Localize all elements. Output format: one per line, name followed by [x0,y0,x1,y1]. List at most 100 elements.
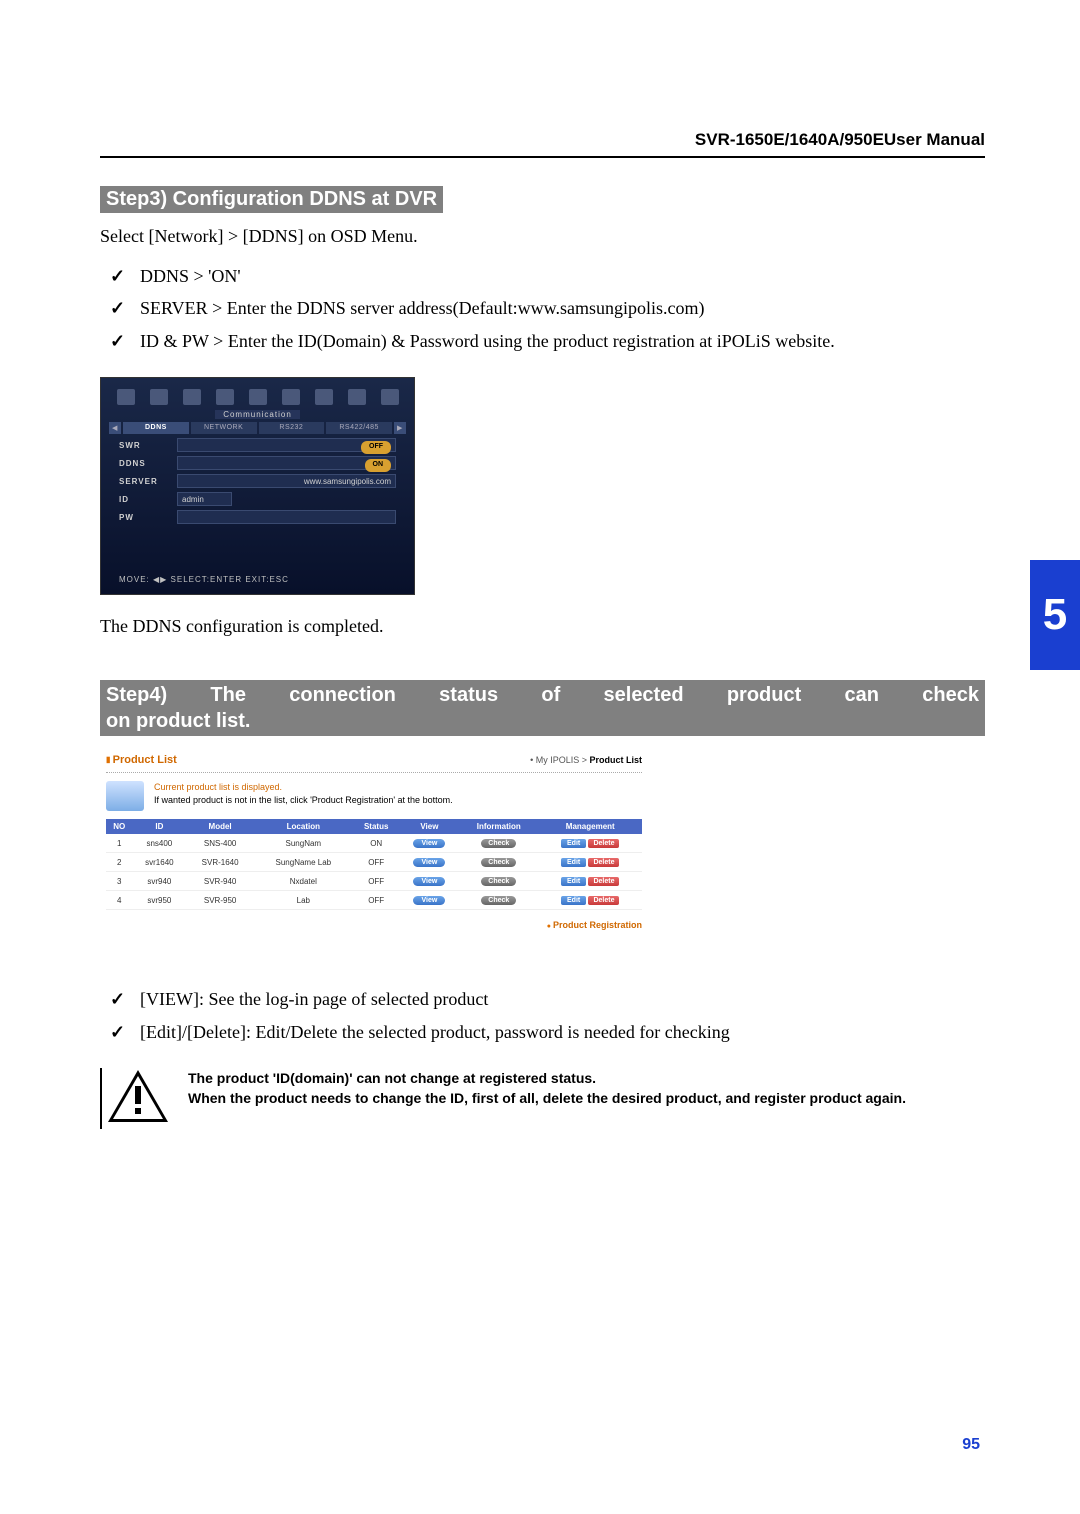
cell-location: Lab [254,891,353,910]
step3-bullet: SERVER > Enter the DDNS server address(D… [140,292,985,324]
osd-footer-hint: MOVE: ◀▶ SELECT:ENTER EXIT:ESC [119,575,289,584]
cell-no: 2 [106,853,132,872]
warning-text: The product 'ID(domain)' can not change … [188,1068,906,1109]
osd-tab: RS422/485 [326,422,392,434]
page-number: 95 [962,1436,980,1454]
osd-field-label: PW [119,513,177,522]
osd-tab: DDNS [123,422,189,434]
table-row: 2svr1640SVR-1640SungName LabOFFViewCheck… [106,853,642,872]
cell-location: SungName Lab [254,853,353,872]
step3-heading: Step3) Configuration DDNS at DVR [100,186,443,213]
table-row: 3svr940SVR-940NxdatelOFFViewCheckEdit De… [106,872,642,891]
osd-row-ddns: DDNS ON [119,456,396,470]
edit-button[interactable]: Edit [561,877,586,886]
delete-button[interactable]: Delete [588,858,619,867]
cell-location: Nxdatel [254,872,353,891]
osd-field-label: SWR [119,441,177,450]
cell-location: SungNam [254,834,353,853]
view-button[interactable]: View [413,896,445,905]
pl-desc-line2: If wanted product is not in the list, cl… [154,794,453,807]
edit-button[interactable]: Edit [561,839,586,848]
osd-pill: OFF [361,441,391,454]
step4-bullet: [VIEW]: See the log-in page of selected … [140,983,985,1015]
product-registration-link[interactable]: Product Registration [547,920,642,930]
osd-icon-bar [109,386,406,408]
osd-icon [249,389,267,405]
col-info: Information [459,819,538,834]
table-row: 4svr950SVR-950LabOFFViewCheckEdit Delete [106,891,642,910]
step3-bullet: ID & PW > Enter the ID(Domain) & Passwor… [140,325,985,357]
osd-row-server: SERVER www.samsungipolis.com [119,474,396,488]
osd-field-value: ON [177,456,396,470]
osd-icon [216,389,234,405]
cell-status: OFF [353,872,400,891]
osd-row-swr: SWR OFF [119,438,396,452]
check-button[interactable]: Check [481,839,516,848]
view-button[interactable]: View [413,839,445,848]
cell-no: 1 [106,834,132,853]
product-table: NO ID Model Location Status View Informa… [106,819,642,910]
product-list-title: Product List [106,754,177,766]
osd-icon [117,389,135,405]
cell-status: OFF [353,853,400,872]
cell-model: SVR-950 [186,891,254,910]
check-button[interactable]: Check [481,877,516,886]
osd-tab-arrow-right: ▶ [394,422,406,434]
manual-title: SVR-1650E/1640A/950EUser Manual [100,130,985,158]
pl-top-bar: Product List • My IPOLIS > Product List [106,754,642,766]
warning-line1: The product 'ID(domain)' can not change … [188,1068,906,1088]
osd-field-value: OFF [177,438,396,452]
osd-field-value: admin [177,492,232,506]
delete-button[interactable]: Delete [588,896,619,905]
view-button[interactable]: View [413,877,445,886]
osd-field-label: SERVER [119,477,177,486]
osd-tab-bar: ◀ DDNS NETWORK RS232 RS422/485 ▶ [109,422,406,434]
breadcrumb: • My IPOLIS > Product List [530,755,642,765]
osd-comm-label: Communication [215,410,300,419]
delete-button[interactable]: Delete [588,839,619,848]
step3-intro: Select [Network] > [DDNS] on OSD Menu. [100,223,985,250]
cell-status: ON [353,834,400,853]
cell-no: 3 [106,872,132,891]
step4-bullet: [Edit]/[Delete]: Edit/Delete the selecte… [140,1016,985,1048]
osd-icon [282,389,300,405]
breadcrumb-current: Product List [589,755,642,765]
osd-field-label: ID [119,495,177,504]
product-list-description: Current product list is displayed. If wa… [154,781,453,806]
cell-model: SVR-940 [186,872,254,891]
step3-completion: The DDNS configuration is completed. [100,613,985,640]
osd-field-value: www.samsungipolis.com [177,474,396,488]
col-id: ID [132,819,186,834]
col-no: NO [106,819,132,834]
col-location: Location [254,819,353,834]
registration-row: Product Registration [106,920,642,931]
edit-button[interactable]: Edit [561,896,586,905]
step4-bullets: [VIEW]: See the log-in page of selected … [100,983,985,1048]
product-list-screenshot: Product List • My IPOLIS > Product List … [100,746,648,943]
step3-bullets: DDNS > 'ON' SERVER > Enter the DDNS serv… [100,260,985,357]
step4-heading-line1: Step4) The connection status of selected… [106,684,979,706]
osd-tab-arrow-left: ◀ [109,422,121,434]
table-row: 1sns400SNS-400SungNamONViewCheckEdit Del… [106,834,642,853]
step3-bullet: DDNS > 'ON' [140,260,985,292]
cell-id: svr950 [132,891,186,910]
warning-box: The product 'ID(domain)' can not change … [100,1068,985,1129]
breadcrumb-prefix: • My IPOLIS > [530,755,589,765]
cell-id: sns400 [132,834,186,853]
step4-heading: Step4) The connection status of selected… [100,680,985,736]
delete-button[interactable]: Delete [588,877,619,886]
osd-icon [150,389,168,405]
osd-field-value [177,510,396,524]
col-model: Model [186,819,254,834]
osd-icon [381,389,399,405]
view-button[interactable]: View [413,858,445,867]
osd-row-pw: PW [119,510,396,524]
osd-tab: NETWORK [191,422,257,434]
col-mgmt: Management [539,819,643,834]
col-status: Status [353,819,400,834]
edit-button[interactable]: Edit [561,858,586,867]
check-button[interactable]: Check [481,858,516,867]
cell-model: SVR-1640 [186,853,254,872]
check-button[interactable]: Check [481,896,516,905]
pl-description-row: Current product list is displayed. If wa… [106,781,642,811]
